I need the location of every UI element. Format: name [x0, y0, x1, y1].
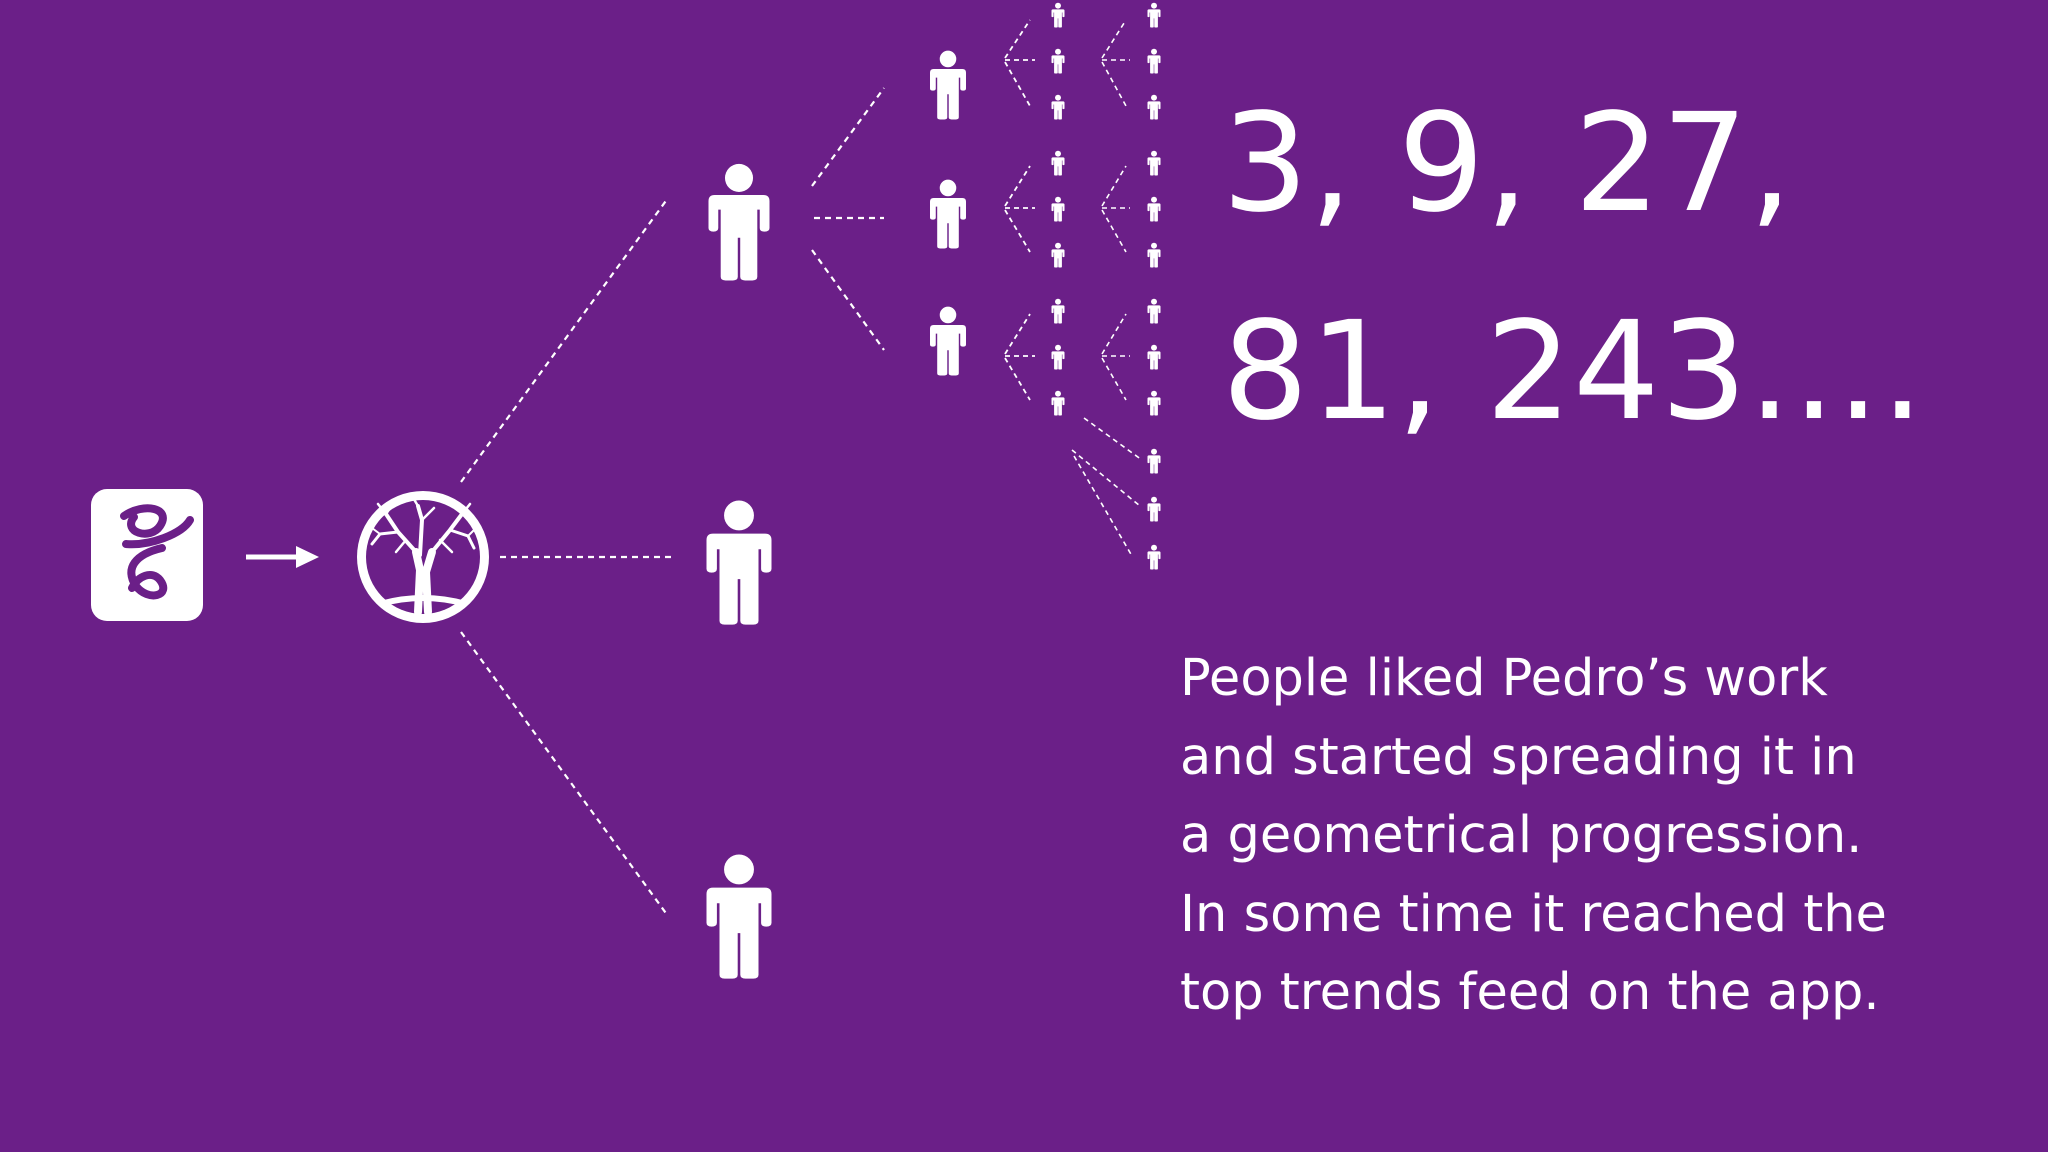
person-icon [1051, 242, 1065, 268]
person-icon [1051, 196, 1065, 222]
person-icon [1051, 390, 1065, 416]
app-logo-icon [91, 489, 203, 621]
progression-line-1: 3, 9, 27, [1222, 85, 1794, 243]
caption-line: and started spreading it in [1180, 727, 1857, 787]
person-icon [1147, 390, 1161, 416]
person-icon [706, 854, 772, 979]
caption-text: People liked Pedro’s work and started sp… [1180, 640, 1887, 1033]
progression-numbers: 3, 9, 27, 81, 243.... [1222, 60, 1925, 476]
connector-lines-level3 [1004, 19, 1035, 401]
person-icon [1147, 344, 1161, 370]
person-icon [1051, 94, 1065, 120]
person-icon [1147, 448, 1161, 474]
person-icon [1147, 2, 1161, 28]
person-icon [1147, 496, 1161, 522]
progression-line-2: 81, 243.... [1222, 293, 1926, 451]
person-icon [1147, 48, 1161, 74]
person-icon [1147, 242, 1161, 268]
caption-line: People liked Pedro’s work [1180, 649, 1828, 708]
person-icon [1147, 150, 1161, 176]
person-icon [1147, 298, 1161, 324]
connector-lines-level2 [811, 87, 885, 351]
person-icon [1051, 298, 1065, 324]
caption-line: In some time it reached the [1180, 884, 1887, 944]
person-icon [708, 163, 770, 281]
connector-lines-level1 [460, 197, 672, 917]
arrow-right-icon [246, 546, 319, 568]
person-icon [1051, 2, 1065, 28]
caption-line: a geometrical progression. [1180, 806, 1863, 865]
connector-lines-level4 [1071, 19, 1143, 557]
person-icon [1147, 544, 1161, 570]
person-icon [1051, 150, 1065, 176]
person-icon [1051, 48, 1065, 74]
person-icon [706, 500, 772, 625]
caption-line: top trends feed on the app. [1180, 963, 1880, 1022]
tree-circle-icon [357, 491, 489, 623]
person-icon [930, 179, 966, 249]
person-icon [1051, 344, 1065, 370]
person-icon [930, 50, 966, 120]
person-icon [930, 306, 966, 376]
person-icon [1147, 196, 1161, 222]
person-icon [1147, 94, 1161, 120]
